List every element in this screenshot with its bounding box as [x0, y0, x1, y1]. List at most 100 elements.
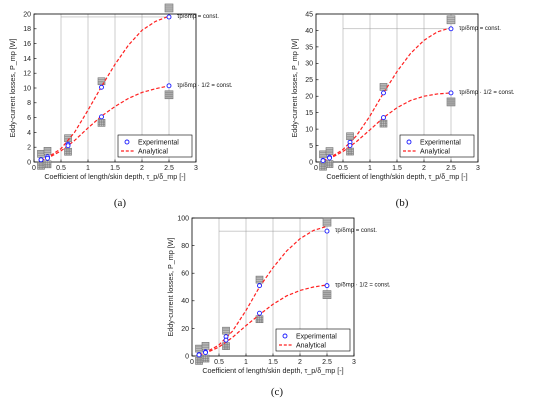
- y-tick-label: 45: [305, 11, 313, 18]
- legend-experimental-label: Experimental: [138, 140, 179, 147]
- y-tick: 20: [23, 11, 37, 18]
- x-tick-label: 1.5: [392, 165, 402, 172]
- experimental-point: [166, 14, 172, 20]
- y-tick-label: 40: [305, 28, 313, 35]
- y-tick-label: 40: [181, 298, 189, 305]
- y-tick-label: 14: [23, 56, 31, 63]
- x-tick-label: 2.5: [164, 165, 174, 172]
- y-tick-label: 60: [181, 271, 189, 278]
- y-tick: 80: [181, 243, 195, 250]
- x-tick: 0: [190, 353, 194, 366]
- x-tick: 3: [194, 159, 198, 172]
- chart-panel-2: 0 0.5 1 1.5 2 2.5 3051015202530354045Eddy-curr…: [290, 11, 515, 209]
- x-tick-label: 3: [476, 165, 480, 172]
- legend-box: [399, 134, 475, 158]
- y-tick: 5: [309, 143, 319, 150]
- y-tick-label: 25: [305, 77, 313, 84]
- annotation-const: τp/δmp = const.: [335, 228, 377, 234]
- y-tick-label: 20: [305, 94, 313, 101]
- experimental-point: [448, 90, 454, 96]
- y-tick-label: 20: [181, 326, 189, 333]
- legend: Experimental Analytical: [275, 328, 351, 352]
- y-tick-label: 30: [305, 61, 313, 68]
- x-tick-label: 3: [194, 165, 198, 172]
- experimental-point: [347, 143, 353, 149]
- y-tick-label: 20: [23, 11, 31, 18]
- x-tick: 0.5: [214, 353, 224, 366]
- y-tick: 10: [305, 127, 319, 134]
- x-axis-label: Coefficient of length/skin depth, τ_p/δ_…: [44, 172, 185, 181]
- x-tick: 2: [298, 353, 302, 366]
- x-tick-label: 2: [298, 359, 302, 366]
- x-tick-label: 1: [368, 165, 372, 172]
- panel-caption: (c): [271, 386, 284, 398]
- y-tick-label: 80: [181, 243, 189, 250]
- x-tick-label: 2: [140, 165, 144, 172]
- y-axis-label: Eddy-current losses, P_mp [W]: [8, 38, 17, 137]
- legend: Experimental Analytical: [399, 134, 475, 158]
- experimental-point: [381, 115, 386, 121]
- x-tick-label: 1: [244, 359, 248, 366]
- x-tick: 2.5: [322, 353, 332, 366]
- legend-box: [275, 328, 351, 352]
- experimental-point: [381, 90, 386, 96]
- x-tick-label: 2: [422, 165, 426, 172]
- panel-caption: (b): [396, 197, 409, 209]
- legend-analytical-label: Analytical: [420, 149, 450, 156]
- analytical-curve-1: [198, 225, 328, 356]
- y-tick-label: 12: [23, 71, 31, 78]
- x-tick: 1: [368, 159, 372, 172]
- experimental-point: [327, 155, 332, 161]
- experimental-point: [223, 337, 229, 343]
- experimental-point: [448, 26, 454, 32]
- legend-box: [117, 134, 193, 158]
- y-tick-label: 0: [185, 353, 189, 360]
- y-tick: 100: [177, 215, 195, 222]
- annotation-const: τp/δmp = const.: [459, 26, 501, 32]
- experimental-point: [196, 352, 202, 358]
- y-tick: 15: [305, 110, 319, 117]
- experimental-point: [257, 283, 262, 289]
- y-tick-label: 2: [27, 145, 31, 152]
- y-tick: 12: [23, 71, 37, 78]
- x-axis-label: Coefficient of length/skin depth, τ_p/δ_…: [202, 366, 343, 375]
- x-tick: 3: [352, 353, 356, 366]
- y-tick-label: 4: [27, 130, 31, 137]
- y-axis-label: Eddy-current losses, P_mp [W]: [166, 237, 175, 336]
- y-tick-label: 0: [309, 159, 313, 166]
- annotation-half-const: τp/δmp · 1/2 = const.: [335, 283, 391, 289]
- x-tick: 1: [86, 159, 90, 172]
- y-tick: 40: [305, 28, 319, 35]
- x-tick-label: 2.5: [446, 165, 456, 172]
- panel-caption: (a): [114, 197, 127, 209]
- experimental-point: [99, 114, 104, 120]
- y-tick: 20: [305, 94, 319, 101]
- annotation-half-const: τp/δmp · 1/2 = const.: [459, 90, 515, 96]
- legend-experimental-label: Experimental: [296, 334, 337, 341]
- x-tick: 0: [314, 159, 318, 172]
- x-tick: 1: [244, 353, 248, 366]
- y-tick-label: 18: [23, 26, 31, 33]
- x-axis-label: Coefficient of length/skin depth, τ_p/δ_…: [326, 172, 467, 181]
- x-tick-label: 0: [190, 359, 194, 366]
- x-tick-label: 2.5: [322, 359, 332, 366]
- x-tick-label: 0: [32, 165, 36, 172]
- x-tick-label: 0: [314, 165, 318, 172]
- chart-panel-3: 0 0.5 1 1.5 2 2.5 3 0 20 40 60 80 100 Eddy-current lo…: [166, 215, 391, 398]
- y-tick: 45: [305, 11, 319, 18]
- experimental-point: [38, 157, 44, 163]
- y-tick: 6: [27, 115, 37, 122]
- y-tick-label: 16: [23, 41, 31, 48]
- x-tick-label: 1.5: [268, 359, 278, 366]
- x-tick: 1.5: [268, 353, 278, 366]
- x-tick: 2: [140, 159, 144, 172]
- experimental-point: [99, 84, 104, 90]
- x-tick: 0: [32, 159, 36, 172]
- experimental-point: [324, 228, 330, 234]
- analytical-curve-2: [40, 85, 170, 162]
- legend-analytical-label: Analytical: [296, 343, 326, 350]
- y-tick: 18: [23, 26, 37, 33]
- y-tick: 40: [181, 298, 195, 305]
- experimental-point: [257, 310, 262, 316]
- x-tick: 0.5: [338, 159, 348, 172]
